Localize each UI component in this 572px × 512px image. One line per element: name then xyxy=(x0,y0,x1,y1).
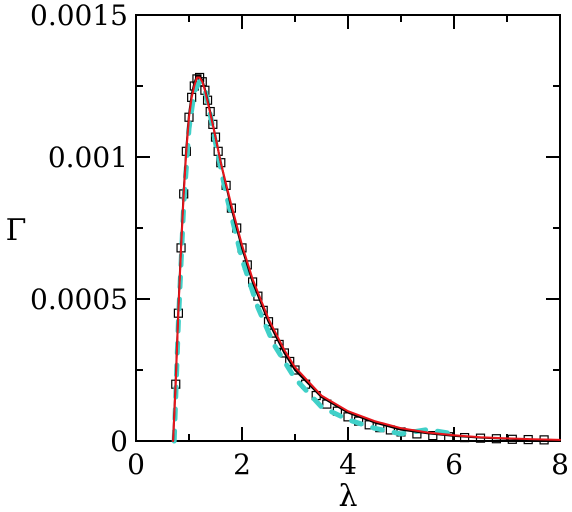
series-layer xyxy=(171,72,561,445)
x-tick-label: 4 xyxy=(339,448,357,481)
x-tick-label: 8 xyxy=(551,448,569,481)
series-solid-line xyxy=(172,76,561,442)
data-point xyxy=(428,431,438,441)
y-tick-label: 0.0005 xyxy=(30,283,128,316)
y-tick-label: 0 xyxy=(110,425,128,458)
y-tick-label: 0.001 xyxy=(48,141,128,174)
y-tick-label: 0.0015 xyxy=(30,0,128,32)
series-solid-line xyxy=(172,75,561,442)
x-tick-label: 0 xyxy=(127,448,145,481)
axis-ticks xyxy=(135,14,561,442)
tick-labels: 0 2 4 6 8 0 0.0005 0.001 0.0015 xyxy=(30,0,569,481)
x-tick-label: 6 xyxy=(445,448,463,481)
series-dashed-line xyxy=(171,79,457,444)
x-axis-label: λ xyxy=(338,479,357,512)
y-axis-label: Γ xyxy=(6,213,27,248)
series-square-markers xyxy=(171,72,549,445)
x-tick-label: 2 xyxy=(233,448,251,481)
